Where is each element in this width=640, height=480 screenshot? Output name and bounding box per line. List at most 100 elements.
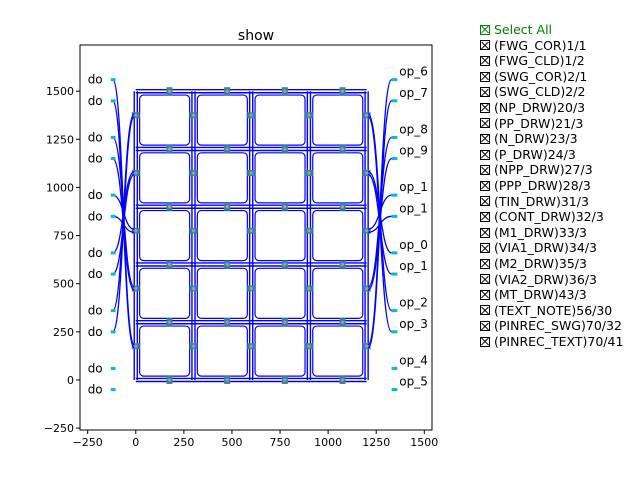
cell-ring — [254, 325, 306, 377]
legend-item[interactable]: (NPP_DRW)27/3 — [480, 162, 623, 178]
checkbox-checked-icon[interactable] — [480, 102, 490, 113]
right-port-label: op_5 — [399, 375, 428, 389]
legend-item[interactable]: (VIA1_DRW)34/3 — [480, 240, 623, 256]
cell-ring — [139, 267, 191, 319]
legend-item[interactable]: (PPP_DRW)28/3 — [480, 178, 623, 194]
crossing-marker — [249, 229, 253, 233]
y-tick-label: 250 — [53, 326, 74, 339]
y-tick-label: 750 — [53, 230, 74, 243]
checkbox-checked-icon[interactable] — [480, 336, 490, 347]
checkbox-checked-icon[interactable] — [480, 211, 490, 222]
legend-item[interactable]: (P_DRW)24/3 — [480, 147, 623, 163]
checkbox-checked-icon[interactable] — [480, 274, 490, 285]
checkbox-checked-icon[interactable] — [480, 321, 490, 332]
legend-label: (TEXT_NOTE)56/30 — [494, 302, 613, 318]
cell-ring — [312, 152, 364, 204]
crossing-marker — [365, 286, 369, 291]
right-port-label: op_3 — [399, 317, 428, 331]
checkbox-checked-icon[interactable] — [480, 133, 490, 144]
crossing-marker — [225, 262, 229, 267]
checkbox-checked-icon[interactable] — [480, 24, 490, 35]
crossing-marker — [134, 286, 138, 291]
cell-ring — [196, 94, 248, 146]
cell-ring — [254, 267, 306, 319]
legend-label: (NPP_DRW)27/3 — [494, 162, 593, 178]
crossing-marker — [283, 147, 287, 151]
right-port-label: op_4 — [399, 353, 428, 367]
checkbox-checked-icon[interactable] — [480, 55, 490, 66]
checkbox-checked-icon[interactable] — [480, 149, 490, 160]
legend-select-all[interactable]: Select All — [480, 22, 623, 38]
checkbox-checked-icon[interactable] — [480, 40, 490, 51]
legend-item[interactable]: (NP_DRW)20/3 — [480, 100, 623, 116]
checkbox-checked-icon[interactable] — [480, 258, 490, 269]
legend-item[interactable]: (FWG_COR)1/1 — [480, 38, 623, 54]
checkbox-checked-icon[interactable] — [480, 305, 490, 316]
legend-item[interactable]: (CONT_DRW)32/3 — [480, 209, 623, 225]
legend-item[interactable]: (TEXT_NOTE)56/30 — [480, 303, 623, 319]
legend-label: (FWG_CLD)1/2 — [494, 53, 585, 69]
checkbox-checked-icon[interactable] — [480, 227, 490, 238]
legend-item[interactable]: (SWG_COR)2/1 — [480, 69, 623, 85]
crossing-marker — [167, 205, 172, 209]
legend-label: (SWG_CLD)2/2 — [494, 84, 586, 100]
crossing-marker — [167, 89, 172, 93]
left-port-label: do — [88, 152, 103, 166]
crossing-marker — [340, 320, 345, 324]
checkbox-checked-icon[interactable] — [480, 165, 490, 176]
crossing-marker — [167, 147, 172, 151]
legend-item[interactable]: (TIN_DRW)31/3 — [480, 194, 623, 210]
crossing-marker — [225, 147, 229, 151]
checkbox-checked-icon[interactable] — [480, 71, 490, 82]
checkbox-checked-icon[interactable] — [480, 118, 490, 129]
legend-item[interactable]: (VIA2_DRW)36/3 — [480, 272, 623, 288]
checkbox-checked-icon[interactable] — [480, 87, 490, 98]
legend-label: (MT_DRW)43/3 — [494, 287, 587, 303]
legend-item[interactable]: (PINREC_TEXT)70/41 — [480, 334, 623, 350]
crossing-marker — [225, 378, 229, 382]
crossing-marker — [249, 344, 253, 348]
checkbox-checked-icon[interactable] — [480, 180, 490, 191]
checkbox-checked-icon[interactable] — [480, 289, 490, 300]
crossing-marker — [191, 286, 196, 291]
legend-label: (CONT_DRW)32/3 — [494, 209, 604, 225]
crossing-marker — [134, 229, 138, 233]
legend-item[interactable]: (N_DRW)23/3 — [480, 131, 623, 147]
left-port-label: do — [88, 267, 103, 281]
crossing-marker — [365, 171, 369, 175]
y-tick-label: 1000 — [46, 181, 74, 194]
crossing-marker — [134, 344, 138, 348]
legend-label: (N_DRW)23/3 — [494, 131, 578, 147]
crossing-marker — [365, 113, 369, 117]
checkbox-checked-icon[interactable] — [480, 243, 490, 254]
right-port-label: op_2 — [399, 296, 428, 310]
crossing-marker — [283, 262, 287, 267]
legend-item[interactable]: (MT_DRW)43/3 — [480, 287, 623, 303]
cell-ring — [139, 94, 191, 146]
legend-item[interactable]: (M1_DRW)33/3 — [480, 225, 623, 241]
legend-label: (M1_DRW)33/3 — [494, 224, 587, 240]
legend-label: (P_DRW)24/3 — [494, 146, 576, 162]
cell-ring — [254, 209, 306, 262]
crossing-marker — [167, 262, 172, 267]
y-tick-label: −250 — [44, 422, 74, 435]
legend-item[interactable]: (PINREC_SWG)70/32 — [480, 318, 623, 334]
left-port-label: do — [88, 188, 103, 202]
crossing-marker — [283, 378, 287, 382]
crossing-marker — [307, 113, 311, 117]
crossing-marker — [283, 320, 287, 324]
crossing-marker — [365, 229, 369, 233]
legend-label: (TIN_DRW)31/3 — [494, 193, 589, 209]
right-port-label: op_1 — [399, 180, 428, 194]
crossing-marker — [307, 286, 311, 291]
cell-ring — [139, 325, 191, 377]
legend-item[interactable]: (SWG_CLD)2/2 — [480, 84, 623, 100]
legend-item[interactable]: (PP_DRW)21/3 — [480, 116, 623, 132]
legend-label: (M2_DRW)35/3 — [494, 255, 587, 271]
crossing-marker — [249, 286, 253, 291]
crossing-marker — [307, 171, 311, 175]
legend-item[interactable]: (FWG_CLD)1/2 — [480, 53, 623, 69]
legend-item[interactable]: (M2_DRW)35/3 — [480, 256, 623, 272]
crossing-marker — [249, 113, 253, 117]
checkbox-checked-icon[interactable] — [480, 196, 490, 207]
